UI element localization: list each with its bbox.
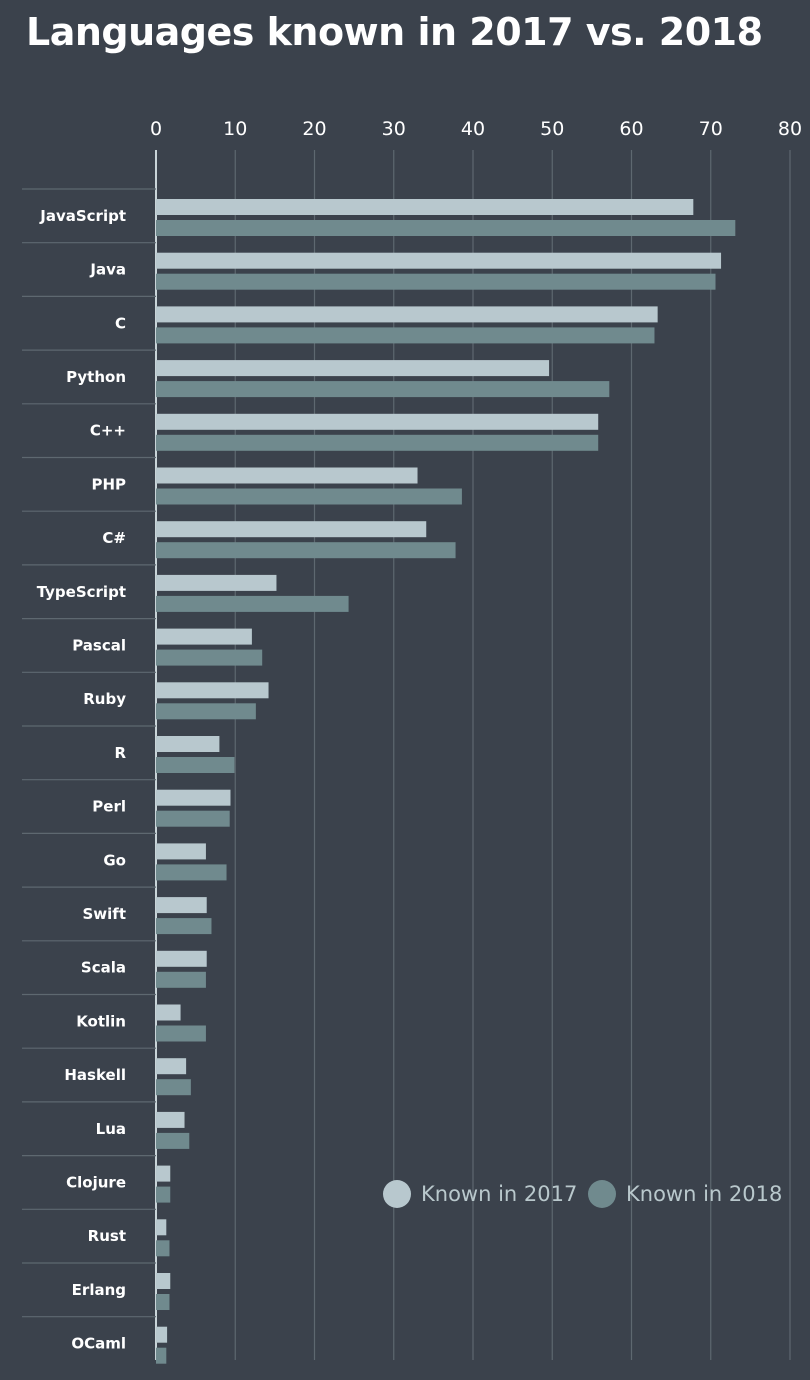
bar-2018-ruby [156,703,256,720]
bar-2017-erlang [156,1273,171,1289]
bar-2017-perl [156,789,231,806]
category-label-ocaml: OCaml [71,1335,126,1353]
bar-2017-ruby [156,682,269,699]
bar-2017-php [156,467,418,484]
bar-2017-lua [156,1111,185,1128]
bar-2017-swift [156,897,207,914]
x-tick-label-20: 20 [302,118,326,140]
bar-2017-ocaml [156,1326,168,1343]
category-label-go: Go [103,851,126,869]
category-label-scala: Scala [81,959,126,977]
x-tick-label-50: 50 [540,118,564,140]
bar-2017-go [156,843,206,860]
x-tick-label-40: 40 [461,118,485,140]
category-label-typescript: TypeScript [37,583,126,601]
bar-2018-kotlin [156,1025,206,1042]
x-tick-label-0: 0 [150,118,162,140]
x-tick-label-60: 60 [619,118,643,140]
category-label-kotlin: Kotlin [76,1012,126,1030]
bar-2018-typescript [156,595,349,612]
bar-2018-javascript [156,220,736,236]
category-label-r: R [114,744,126,762]
bar-2017-python [156,360,550,377]
bar-2018-erlang [156,1294,170,1310]
bar-2017-scala [156,950,207,967]
row-dividers [22,188,156,1318]
bar-2017-clojure [156,1165,171,1182]
chart-title: Languages known in 2017 vs. 2018 [26,10,763,54]
category-label-java: Java [89,261,126,279]
bar-2018-scala [156,971,206,988]
bar-2018-lua [156,1132,190,1149]
bar-2017-c- [156,413,599,430]
bar-2018-java [156,273,716,290]
bar-2017-rust [156,1219,167,1236]
legend-label-2018: Known in 2018 [626,1182,782,1206]
category-label-erlang: Erlang [72,1281,126,1299]
legend-label-2017: Known in 2017 [421,1182,577,1206]
bar-2017-pascal [156,628,252,645]
bar-2017-c [156,306,658,323]
category-label-ruby: Ruby [83,690,126,708]
legend-swatch-2018 [588,1180,616,1208]
bar-2018-haskell [156,1079,191,1096]
category-label-rust: Rust [88,1227,126,1245]
x-tick-label-70: 70 [699,118,723,140]
legend-swatch-2017 [383,1180,411,1208]
bar-2018-pascal [156,649,263,666]
bar-2018-c- [156,542,456,559]
category-label-pascal: Pascal [72,636,126,654]
bar-2018-php [156,488,462,505]
category-label-c: C [115,314,126,332]
x-tick-label-10: 10 [223,118,247,140]
bar-2017-java [156,252,722,269]
bar-2018-swift [156,918,212,935]
bar-2017-r [156,736,220,752]
bar-2018-r [156,757,235,773]
category-label-javascript: JavaScript [39,207,126,225]
category-label-lua: Lua [96,1120,126,1138]
category-label-c-: C# [102,529,126,547]
bar-2017-kotlin [156,1004,181,1021]
bar-2018-perl [156,810,230,827]
bar-2018-rust [156,1240,170,1257]
legend: Known in 2017 Known in 2018 [383,1180,782,1208]
bar-2018-ocaml [156,1347,167,1364]
category-labels: JavaScript Java C Python C++ PHP C# TypeScript P… [37,207,127,1353]
category-label-php: PHP [91,475,126,493]
grid-lines [155,150,791,1360]
x-tick-label-30: 30 [382,118,406,140]
bar-2018-clojure [156,1186,171,1203]
bar-2017-javascript [156,199,694,215]
bar-2018-python [156,381,610,398]
category-label-swift: Swift [83,905,127,923]
category-label-perl: Perl [92,798,126,816]
bar-2018-c- [156,434,599,451]
x-tick-label-80: 80 [778,118,802,140]
bar-2017-typescript [156,574,277,591]
bar-2017-haskell [156,1058,187,1075]
bars [156,199,736,1364]
category-label-haskell: Haskell [64,1066,126,1084]
category-label-c-: C++ [90,422,126,440]
bar-2018-c [156,327,655,344]
x-axis-ticks: 0 10 20 30 40 50 60 70 80 [150,118,802,140]
category-label-clojure: Clojure [66,1173,126,1191]
bar-2018-go [156,864,227,881]
category-label-python: Python [66,368,126,386]
bar-2017-c- [156,521,427,538]
